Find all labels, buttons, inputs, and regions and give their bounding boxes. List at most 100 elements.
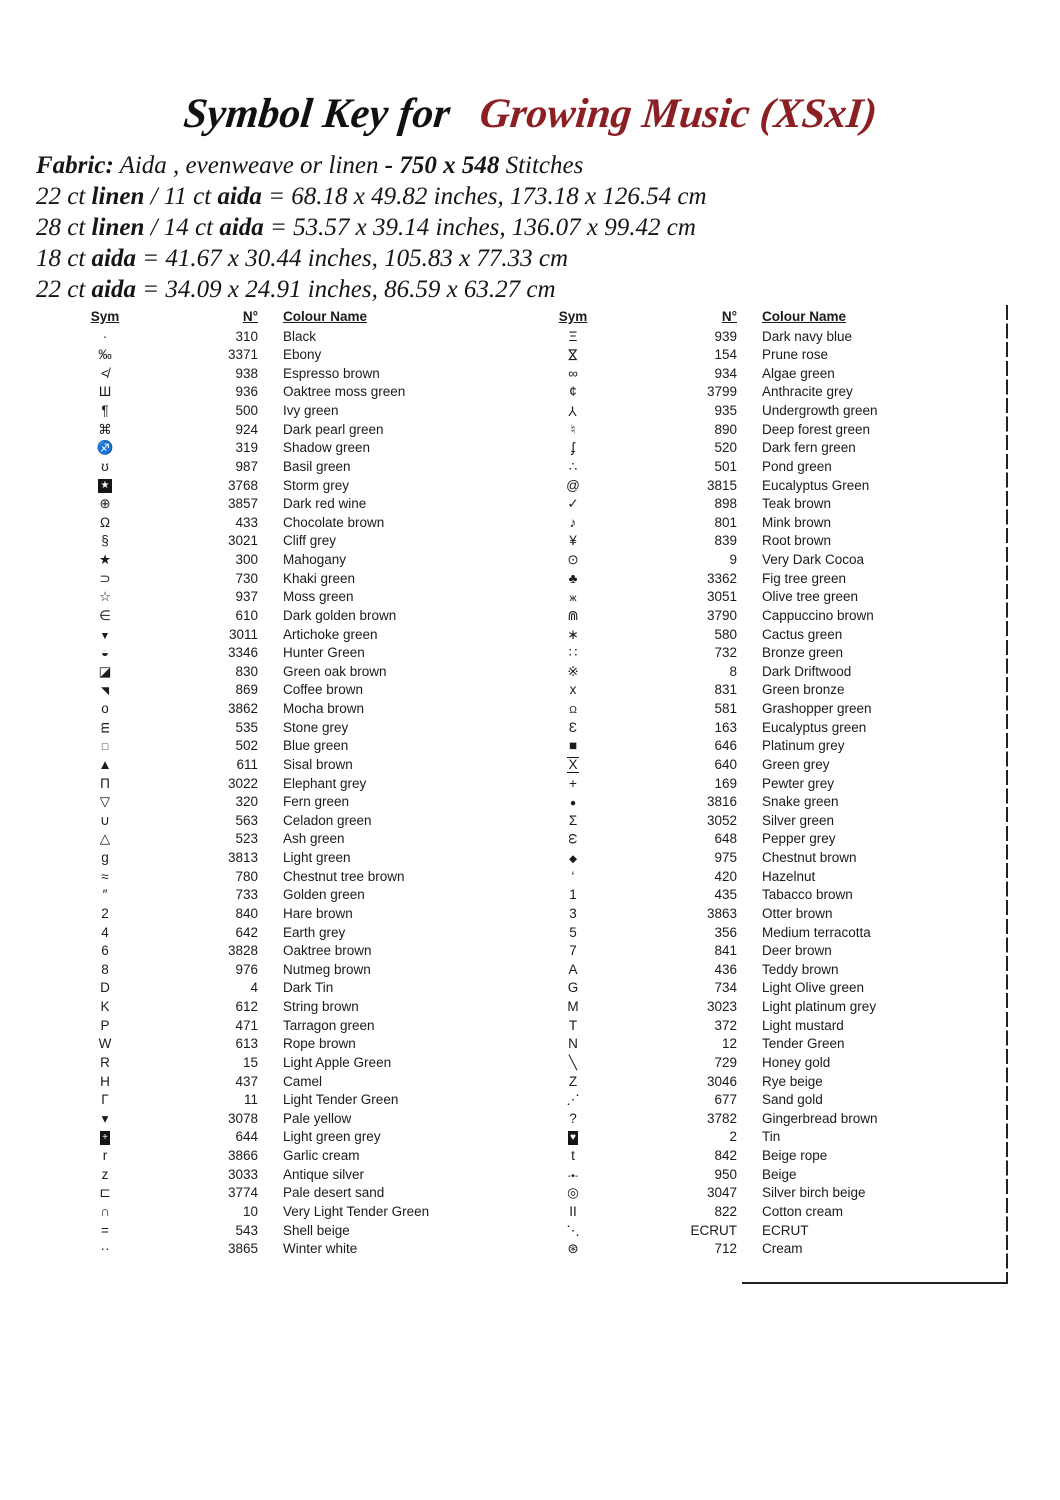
symbol-cell: z [60,1168,150,1182]
stitch-symbol: ¶ [101,403,109,419]
stitch-symbol: ☆ [98,589,112,605]
symbol-cell: 1 [545,888,601,902]
thread-number-cell: 437 [235,1073,258,1089]
symbol-cell: 5 [545,926,601,940]
thread-number-cell: 987 [235,458,258,474]
table-header-row: Sym N° Colour Name [60,306,530,327]
colour-name-cell: Celadon green [283,812,372,828]
symbol-cell: A [545,963,601,977]
table-row: ✓ 898 Teak brown [545,495,1007,514]
table-row: G 734 Light Olive green [545,979,1007,998]
table-row: Ξ 939 Dark navy blue [545,327,1007,346]
table-row: ★ 300 Mahogany [60,551,530,570]
symbol-cell: ⊛ [545,1242,601,1256]
thread-number-cell: 11 [243,1092,258,1108]
colour-name-cell: Very Dark Cocoa [762,552,865,568]
thread-number-cell: 831 [714,682,737,698]
stitch-symbol: ★ [98,479,112,494]
thread-number-cell: 642 [235,924,258,940]
colour-name-cell: Khaki green [283,570,356,586]
symbol-cell: ? [545,1112,601,1126]
stitch-symbol: G [567,980,579,996]
number-column-header: N° [721,308,737,324]
colour-name-cell: Cream [762,1241,803,1257]
colour-name-cell: Dark red wine [283,496,367,512]
thread-number-cell: 581 [714,701,737,717]
symbol-cell: Y [545,404,601,419]
colour-name-cell: Mahogany [283,552,347,568]
symbol-cell: R [60,1056,150,1070]
table-header-row: Sym N° Colour Name [545,306,1007,327]
symbol-cell: · [60,330,150,344]
table-row: ∩ 10 Very Light Tender Green [60,1202,530,1221]
colour-name-cell: Dark Driftwood [762,663,852,679]
fabric-line-segment: Stitches [499,152,584,179]
colour-name-cell: Black [283,328,317,344]
thread-number-cell: 935 [714,403,737,419]
table-row: ☆ 937 Moss green [60,588,530,607]
thread-number-cell: 523 [235,831,258,847]
fabric-line-segment: Fabric: [36,152,114,179]
stitch-symbol: ▽ [99,794,111,810]
thread-number-cell: 4 [250,980,258,996]
symbol-cell: ♪ [545,516,601,530]
table-row: 7 841 Deer brown [545,942,1007,961]
page-title: Symbol Key for Growing Music (XSxI) [0,90,1060,138]
fabric-line: 22 ct linen / 11 ct aida = 68.18 x 49.82… [36,181,1026,212]
stitch-symbol: ♥ [567,1131,579,1146]
table-row: ⋱ ECRUT ECRUT [545,1221,1007,1240]
colour-name-cell: Otter brown [762,905,833,921]
stitch-symbol: ◪ [98,663,112,679]
symbol-cell: ╲ [545,1056,601,1070]
symbol-cell: H [60,1075,150,1089]
thread-number-cell: 3865 [227,1241,258,1257]
symbol-cell: ★ [60,553,150,567]
thread-number-cell: 822 [714,1203,737,1219]
fabric-line: Fabric: Aida , evenweave or linen - 750 … [36,150,1026,181]
stitch-symbol: + [569,775,577,791]
symbol-cell: ∞ [545,367,601,381]
stitch-symbol: z [101,1166,109,1182]
thread-number-cell: 3023 [706,999,737,1015]
colour-name-cell: Very Light Tender Green [283,1203,430,1219]
symbol-cell: 7 [545,944,601,958]
colour-name-cell: Green bronze [762,682,845,698]
table-row: ⊙ 9 Very Dark Cocoa [545,551,1007,570]
table-row: Z 3046 Rye beige [545,1072,1007,1091]
thread-number-cell: 890 [714,421,737,437]
colour-name-cell: Earth grey [283,924,346,940]
colour-name-cell: Snake green [762,794,839,810]
symbol-cell: ◎ [545,1186,601,1200]
colour-name-cell: Chocolate brown [283,514,385,530]
fabric-line-segment: linen [91,183,145,210]
table-row: ▾ 3078 Pale yellow [60,1109,530,1128]
symbol-cell: ☆ [60,590,150,604]
symbol-cell: ≈ [60,870,150,884]
colour-name-cell: Prune rose [762,347,829,363]
thread-number-cell: 3371 [227,347,258,363]
colour-name-cell: Bronze green [762,645,844,661]
symbol-cell: § [60,534,150,548]
symbol-cell: ¥ [545,534,601,548]
fabric-line-segment: 18 ct [36,245,92,272]
table-row: N 12 Tender Green [545,1035,1007,1054]
table-row: M 3023 Light platinum grey [545,998,1007,1017]
thread-number-cell: 12 [721,1036,737,1052]
fabric-line-segment: 22 ct [36,276,92,303]
symbol-cell: x [545,683,601,697]
colour-name-cell: Silver green [762,812,835,828]
thread-number-cell: 543 [235,1222,258,1238]
symbol-cell: o [60,702,150,716]
colour-name-cell: Deep forest green [762,421,871,437]
colour-name-cell: Moss green [283,589,354,605]
table-row: W 613 Rope brown [60,1035,530,1054]
symbol-cell: 3 [545,907,601,921]
table-row: ※ 8 Dark Driftwood [545,662,1007,681]
colour-name-cell: Beige rope [762,1148,828,1164]
thread-number-cell: 677 [714,1092,737,1108]
table-row: § 3021 Cliff grey [60,532,530,551]
stitch-symbol: 5 [569,924,577,940]
colour-name-cell: Ebony [283,347,322,363]
table-row: ★ 3768 Storm grey [60,476,530,495]
thread-number-cell: 898 [714,496,737,512]
